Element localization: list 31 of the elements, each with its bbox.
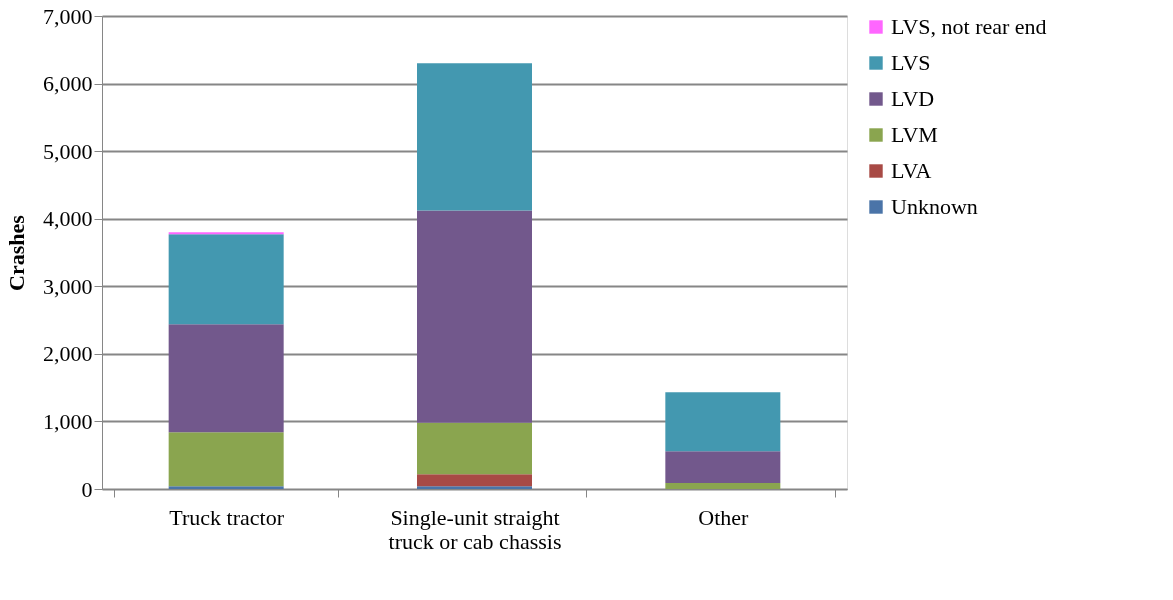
x-tick-label: Single-unit straight truck or cab chassis xyxy=(388,504,562,554)
bar xyxy=(665,392,781,452)
y-tick-label: 4,000 xyxy=(43,206,93,232)
y-tick-label: 6,000 xyxy=(43,71,93,97)
y-tick-label: 0 xyxy=(81,476,93,502)
bar xyxy=(417,210,532,423)
legend-label: LVS, not rear end xyxy=(891,14,1047,39)
bar xyxy=(417,422,532,475)
legend-label: Unknown xyxy=(891,194,978,219)
y-tick-label: 2,000 xyxy=(43,341,93,367)
y-tick-label: 3,000 xyxy=(43,273,93,299)
y-tick-label: 5,000 xyxy=(43,138,93,164)
bar xyxy=(168,432,284,487)
legend-label: LVM xyxy=(891,122,938,147)
legend-label: LVA xyxy=(891,158,932,183)
y-tick-label: 7,000 xyxy=(43,3,93,29)
legend-label: LVS xyxy=(891,50,931,75)
bar xyxy=(417,63,532,211)
bar xyxy=(665,451,781,483)
x-tick-label: Other xyxy=(698,504,750,530)
bar xyxy=(417,474,532,487)
bar xyxy=(168,232,284,235)
bar xyxy=(168,234,284,325)
x-tick-label: Truck tractor xyxy=(169,504,285,530)
y-axis-title: Crashes xyxy=(4,214,29,291)
y-tick-label: 1,000 xyxy=(43,408,93,434)
legend-label: LVD xyxy=(891,86,935,111)
bar xyxy=(665,482,781,489)
bar xyxy=(168,324,284,433)
bar xyxy=(168,486,284,489)
bar xyxy=(417,486,532,489)
